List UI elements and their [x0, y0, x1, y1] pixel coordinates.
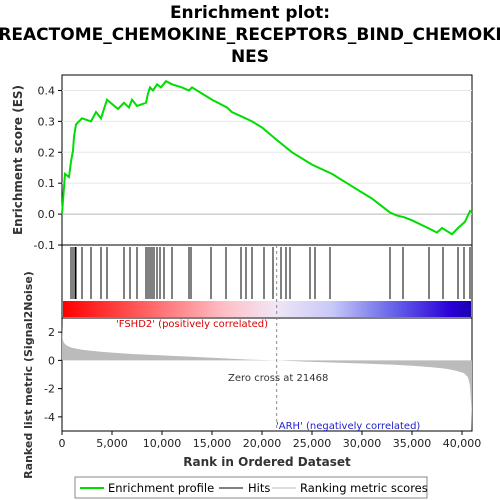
rank-y-tick-label: -4: [44, 411, 55, 424]
x-tick-label: 35,000: [393, 437, 432, 450]
es-y-tick-label: 0.2: [38, 146, 56, 159]
x-tick-label: 25,000: [293, 437, 332, 450]
es-y-tick-label: 0.1: [38, 177, 56, 190]
es-y-tick-label: -0.1: [34, 239, 55, 252]
es-y-tick-label: 0.0: [38, 208, 56, 221]
x-axis-label: Rank in Ordered Dataset: [183, 455, 351, 469]
zero-cross-label: Zero cross at 21468: [228, 373, 328, 384]
legend-hits-label: Hits: [248, 481, 270, 495]
chart-title-line-3: NES: [231, 47, 269, 67]
chart-title-line-2: REACTOME_CHEMOKINE_RECEPTORS_BIND_CHEMOK…: [0, 25, 500, 45]
x-tick-label: 30,000: [343, 437, 382, 450]
legend-box: [74, 476, 428, 499]
x-ticks: 0 5,000 10,000 15,000 20,000 25,000 30,000 35,0…: [59, 431, 482, 450]
chart-title-line-1: Enrichment plot:: [170, 3, 330, 23]
es-y-ticks: -0.1 0.0 0.1 0.2 0.3 0.4: [34, 84, 62, 252]
es-y-tick-label: 0.4: [38, 84, 56, 97]
positive-correlation-label: 'FSHD2' (positively correlated): [116, 319, 268, 330]
x-tick-label: 15,000: [193, 437, 232, 450]
legend-enrichment-label: Enrichment profile: [108, 481, 214, 495]
es-y-tick-label: 0.3: [38, 115, 56, 128]
rank-y-tick-label: 2: [48, 326, 55, 339]
rank-y-axis-label: Ranked list metric (Signal2Noise): [22, 271, 35, 479]
x-tick-label: 0: [59, 437, 66, 450]
rank-y-ticks: -4 -2 0 2: [44, 326, 62, 424]
rank-y-tick-label: 0: [48, 354, 55, 367]
x-tick-label: 5,000: [96, 437, 128, 450]
hit-markers: [70, 247, 471, 299]
legend-metric-label: Ranking metric scores: [300, 481, 428, 495]
es-y-axis-label: Enrichment score (ES): [11, 85, 25, 235]
x-tick-label: 10,000: [143, 437, 182, 450]
x-tick-label: 20,000: [243, 437, 282, 450]
negative-correlation-label: 'ARH' (negatively correlated): [276, 421, 420, 432]
enrichment-profile-line: [61, 79, 473, 236]
rank-color-bar: [63, 301, 471, 317]
rank-y-tick-label: -2: [44, 383, 55, 396]
x-tick-label: 40,000: [443, 437, 482, 450]
